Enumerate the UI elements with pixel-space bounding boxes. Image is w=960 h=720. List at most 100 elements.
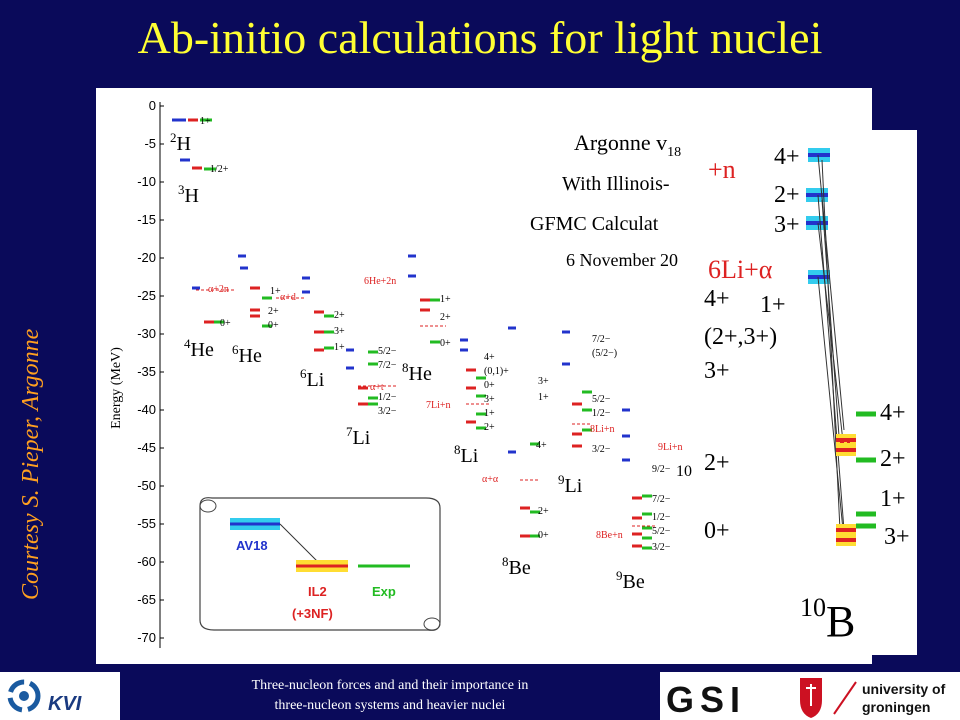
spin-label: 2+ <box>440 312 451 323</box>
threshold-label: α+2n <box>208 284 229 295</box>
legend-av18: AV18 <box>236 538 268 553</box>
spin-label: 1+ <box>270 286 281 297</box>
inset-spin: 4+ <box>774 144 800 170</box>
y-ticks: 0 -5 -10 -15 -20 -25 -30 -35 -40 -45 -50… <box>137 98 156 645</box>
spin-label: 3+ <box>538 376 549 387</box>
spin-label: 2+ <box>334 310 345 321</box>
inset-av18-bars <box>806 148 830 284</box>
spin-label: 1+ <box>200 116 211 127</box>
inset-spin: 3+ <box>884 524 910 550</box>
inset-threshold-n: +n <box>708 155 736 184</box>
ytick: -10 <box>137 174 156 189</box>
gsi-logo: GSI <box>662 676 792 718</box>
courtesy-credit: Courtesy S. Pieper, Argonne <box>18 328 44 600</box>
ytick: -25 <box>137 288 156 303</box>
nucleus-h2: 2H <box>170 130 191 155</box>
ytick: -70 <box>137 630 156 645</box>
rug-line-2: groningen <box>862 699 930 715</box>
spin-label: 5/2− <box>378 346 397 357</box>
threshold-label: 9Li+n <box>658 442 683 453</box>
nucleus-be8: 8Be <box>502 554 531 579</box>
ytick: -60 <box>137 554 156 569</box>
level-bars <box>172 118 652 550</box>
nucleus-be9: 9Be <box>616 568 645 593</box>
footer-caption: Three-nucleon forces and and their impor… <box>120 672 660 720</box>
inset-spin: 2+ <box>880 446 906 472</box>
spin-label: 5/2− <box>652 526 671 537</box>
ytick: -30 <box>137 326 156 341</box>
legend-il2-sub: (+3NF) <box>292 606 333 621</box>
header-date: 6 November 20 <box>566 250 678 270</box>
nucleus-li8: 8Li <box>454 442 479 467</box>
y-axis-label: Energy (MeV) <box>109 347 124 429</box>
tick-marks <box>160 105 164 639</box>
footer-line-2: three-nucleon systems and heavier nuclei <box>274 698 506 713</box>
threshold-label: α+α <box>482 474 499 485</box>
inset-spin: 1+ <box>880 486 906 512</box>
inset-spin: 2+ <box>774 182 800 208</box>
threshold-label: α+d <box>280 292 296 303</box>
header-gfmc: GFMC Calculat <box>530 213 659 235</box>
inset-threshold-li-alpha: 6Li+α <box>708 255 773 284</box>
ytick: -35 <box>137 364 156 379</box>
ytick: -5 <box>144 136 156 151</box>
kvi-logo-text: KVI <box>48 693 82 715</box>
inset-spin: 3+ <box>774 212 800 238</box>
ytick: 0 <box>149 98 156 113</box>
ytick: -40 <box>137 402 156 417</box>
spin-label: 3/2− <box>652 542 671 553</box>
threshold-label: 8Be+n <box>596 530 623 541</box>
nucleus-h3: 3H <box>178 182 199 207</box>
threshold-lines <box>196 289 656 527</box>
inset-il2-bars <box>836 434 856 546</box>
spin-label: 7/2− <box>652 494 671 505</box>
spin-label: (0,1)+ <box>484 366 509 377</box>
spin-label: 1+ <box>484 408 495 419</box>
spin-label: 4+ <box>536 440 547 451</box>
spin-label: (5/2−) <box>592 348 617 359</box>
spin-label: 5/2− <box>592 394 611 405</box>
threshold-label: 7Li+n <box>426 400 451 411</box>
nucleus-li6: 6Li <box>300 366 325 391</box>
spin-label: 1+ <box>334 342 345 353</box>
ytick: -50 <box>137 478 156 493</box>
spin-label: 1+ <box>440 294 451 305</box>
legend-exp: Exp <box>372 584 396 599</box>
spin-label: 3+ <box>334 326 345 337</box>
ytick: -65 <box>137 592 156 607</box>
footer-line-1: Three-nucleon forces and and their impor… <box>251 678 529 693</box>
spin-label: 3/2− <box>592 444 611 455</box>
nucleus-he6: 6He <box>232 342 262 367</box>
inset-spin: 1+ <box>760 292 786 318</box>
inset-spin: 4+ <box>880 400 906 426</box>
header-argonne: Argonne v18 <box>574 130 681 160</box>
header-illinois: With Illinois- <box>562 173 670 195</box>
spin-label: 1/2− <box>652 512 671 523</box>
inset-spin: 2+ <box>704 450 730 476</box>
threshold-label: 6He+2n <box>364 276 396 287</box>
legend-il2: IL2 <box>308 584 327 599</box>
spin-label: 0+ <box>220 318 231 329</box>
inset-exp-bars <box>856 411 876 529</box>
spin-label: 2+ <box>484 422 495 433</box>
spin-label: 0+ <box>268 320 279 331</box>
spin-label: 4+ <box>484 352 495 363</box>
threshold-label: α+t <box>370 382 384 393</box>
spin-label: 0+ <box>440 338 451 349</box>
groningen-logo: university of groningen <box>800 678 946 718</box>
inset-spin: 0+ <box>704 518 730 544</box>
spin-label: 0+ <box>484 380 495 391</box>
spin-label: 2+ <box>538 506 549 517</box>
spin-label: 0+ <box>538 530 549 541</box>
inset-connector-lines <box>817 154 845 541</box>
ytick: -20 <box>137 250 156 265</box>
ytick: -45 <box>137 440 156 455</box>
spin-label: 9/2− <box>652 464 671 475</box>
inset-spin: (2+,3+) <box>704 324 777 350</box>
nucleus-b10-cut: 10 <box>676 463 692 480</box>
kvi-logo: KVI <box>7 679 82 715</box>
rug-line-1: university of <box>862 681 946 697</box>
gsi-logo-text: GSI <box>666 679 746 718</box>
inset-nucleus: 10B <box>800 593 855 646</box>
spin-label: 3+ <box>484 394 495 405</box>
